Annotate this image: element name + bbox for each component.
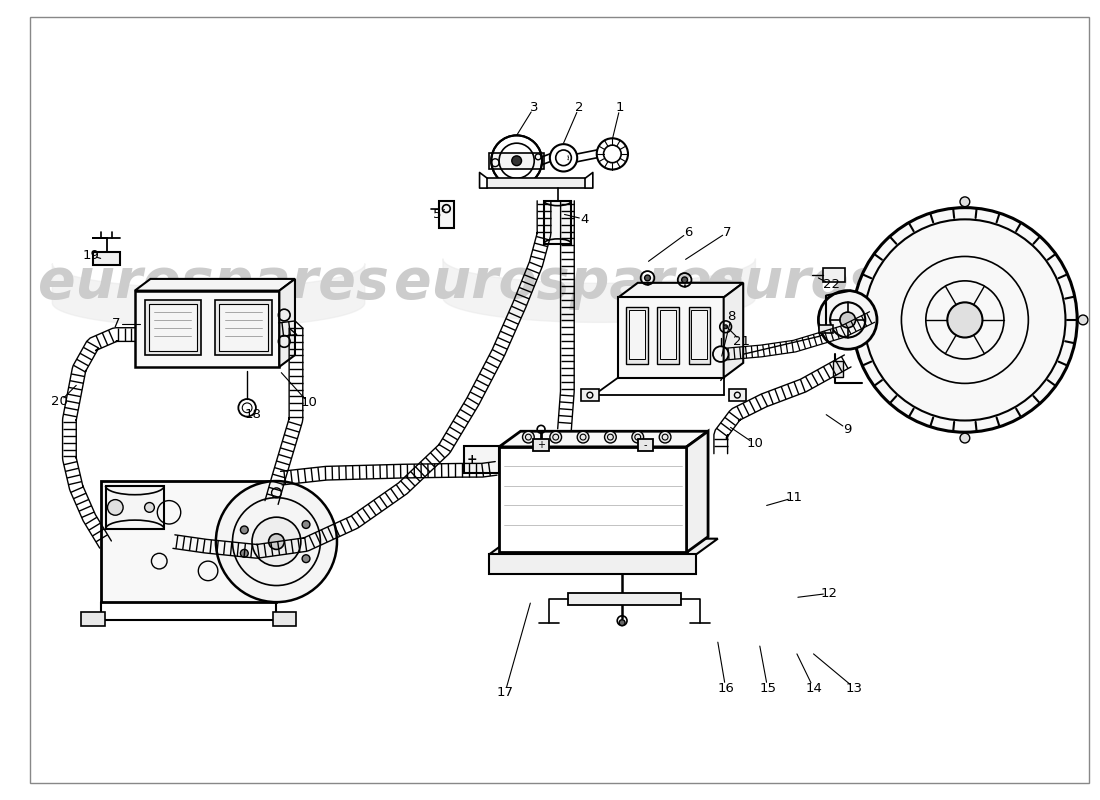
Text: 4: 4	[581, 213, 590, 226]
Bar	[534, 439, 549, 450]
Bar	[692, 310, 707, 359]
Circle shape	[252, 517, 300, 566]
Bar	[81, 612, 104, 626]
Circle shape	[144, 502, 154, 512]
Polygon shape	[279, 279, 295, 366]
Bar	[499, 447, 686, 552]
Circle shape	[852, 208, 1077, 432]
Text: 10: 10	[747, 438, 763, 450]
Polygon shape	[490, 538, 718, 554]
Text: 2: 2	[575, 101, 583, 114]
Circle shape	[682, 277, 688, 283]
Text: 8: 8	[727, 310, 736, 323]
Circle shape	[216, 481, 337, 602]
Circle shape	[947, 302, 982, 338]
Circle shape	[302, 554, 310, 562]
Text: 6: 6	[684, 226, 693, 238]
Bar	[219, 304, 267, 351]
Text: 7: 7	[724, 226, 732, 238]
Text: 21: 21	[733, 335, 750, 348]
Text: 14: 14	[805, 682, 822, 694]
Text: 18: 18	[244, 408, 262, 421]
Circle shape	[108, 500, 123, 515]
Text: 10: 10	[300, 397, 317, 410]
Bar	[214, 300, 272, 355]
Circle shape	[840, 312, 856, 328]
Circle shape	[960, 197, 970, 206]
Text: 3: 3	[530, 101, 539, 114]
Text: 7: 7	[112, 318, 121, 330]
Text: +: +	[466, 453, 477, 466]
Bar	[101, 481, 276, 602]
Circle shape	[550, 431, 562, 443]
Circle shape	[645, 275, 650, 281]
Polygon shape	[499, 431, 708, 447]
Circle shape	[302, 521, 310, 529]
Bar	[148, 304, 197, 351]
Circle shape	[659, 431, 671, 443]
Bar	[823, 268, 845, 282]
Bar	[487, 178, 585, 188]
Bar	[439, 201, 454, 228]
Text: 5: 5	[433, 208, 442, 221]
Bar	[490, 554, 696, 574]
Bar	[660, 310, 675, 359]
Bar	[728, 390, 746, 401]
Bar	[490, 153, 544, 169]
Circle shape	[724, 325, 727, 329]
Bar	[144, 300, 201, 355]
Bar	[638, 439, 653, 450]
Bar	[106, 486, 164, 529]
Circle shape	[631, 431, 644, 443]
Circle shape	[241, 550, 249, 557]
Text: 12: 12	[821, 587, 837, 600]
Text: +: +	[537, 441, 546, 450]
Bar	[820, 325, 833, 333]
Text: eurospares: eurospares	[394, 256, 745, 310]
Bar	[544, 201, 571, 244]
Bar	[833, 361, 843, 377]
Text: 20: 20	[52, 395, 68, 409]
Bar	[273, 612, 296, 626]
Text: 1: 1	[616, 101, 625, 114]
Circle shape	[960, 434, 970, 443]
Bar	[569, 594, 681, 605]
Polygon shape	[135, 279, 295, 290]
Bar	[658, 307, 679, 364]
Circle shape	[268, 534, 284, 550]
Text: -: -	[644, 441, 647, 450]
Circle shape	[619, 620, 625, 626]
Polygon shape	[686, 431, 708, 552]
Text: 9: 9	[844, 422, 851, 436]
Polygon shape	[724, 283, 744, 378]
Text: eurospares: eurospares	[37, 256, 388, 310]
Circle shape	[512, 156, 521, 166]
Bar	[92, 251, 120, 266]
Bar	[581, 390, 598, 401]
Bar	[689, 307, 710, 364]
Bar	[626, 307, 648, 364]
Bar	[618, 298, 724, 378]
Bar	[629, 310, 645, 359]
Circle shape	[818, 290, 877, 350]
Circle shape	[522, 431, 535, 443]
Text: 22: 22	[823, 278, 839, 291]
Text: 16: 16	[717, 682, 734, 694]
Text: 17: 17	[496, 686, 514, 699]
Circle shape	[1078, 315, 1088, 325]
Text: 19: 19	[82, 249, 99, 262]
Circle shape	[605, 431, 616, 443]
Text: 11: 11	[785, 491, 803, 504]
Circle shape	[578, 431, 588, 443]
Bar	[464, 446, 499, 474]
Circle shape	[241, 526, 249, 534]
Text: eurospares: eurospares	[706, 256, 1057, 310]
Polygon shape	[618, 283, 744, 298]
Text: 15: 15	[759, 682, 777, 694]
Bar	[135, 290, 279, 366]
Circle shape	[842, 315, 851, 325]
Text: 13: 13	[846, 682, 864, 694]
